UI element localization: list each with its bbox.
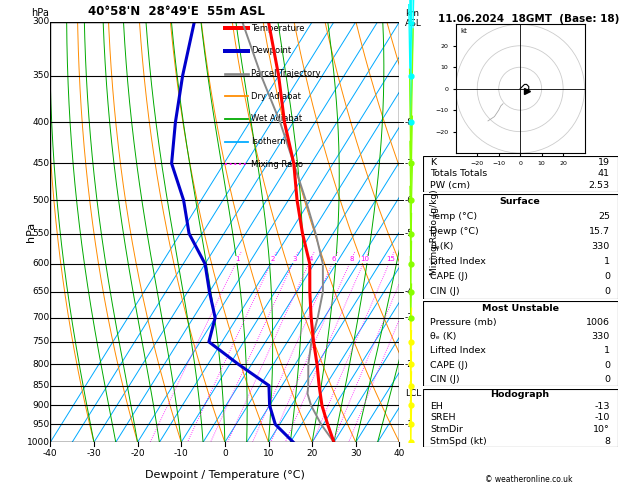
Text: hPa: hPa <box>31 8 49 17</box>
Text: 1: 1 <box>604 347 610 355</box>
Text: 950: 950 <box>32 420 50 429</box>
Text: 8: 8 <box>349 256 353 262</box>
Text: 400: 400 <box>33 118 50 127</box>
Text: kt: kt <box>460 28 467 34</box>
Text: 11.06.2024  18GMT  (Base: 18): 11.06.2024 18GMT (Base: 18) <box>438 14 619 24</box>
Text: -5: -5 <box>404 229 414 238</box>
Text: 41: 41 <box>598 170 610 178</box>
Text: 10: 10 <box>263 449 274 457</box>
Text: -3: -3 <box>404 313 414 322</box>
Text: km: km <box>404 9 419 17</box>
Text: PW (cm): PW (cm) <box>430 181 470 191</box>
Text: 0: 0 <box>604 361 610 370</box>
Text: 1000: 1000 <box>26 438 50 447</box>
Text: Hodograph: Hodograph <box>491 390 550 399</box>
Text: Most Unstable: Most Unstable <box>482 304 559 313</box>
Text: -7: -7 <box>404 159 414 168</box>
Text: SREH: SREH <box>430 414 456 422</box>
Text: Dewpoint / Temperature (°C): Dewpoint / Temperature (°C) <box>145 469 305 480</box>
Text: -6: -6 <box>404 196 414 205</box>
Text: 0: 0 <box>604 375 610 384</box>
Text: CAPE (J): CAPE (J) <box>430 361 469 370</box>
Text: 20: 20 <box>306 449 318 457</box>
Text: Dry Adiabat: Dry Adiabat <box>251 92 301 101</box>
Text: 8: 8 <box>604 437 610 446</box>
Text: 330: 330 <box>592 332 610 341</box>
Text: K: K <box>430 157 437 167</box>
Text: 1: 1 <box>604 257 610 266</box>
Text: Pressure (mb): Pressure (mb) <box>430 318 497 327</box>
Text: 6: 6 <box>332 256 337 262</box>
Text: 10°: 10° <box>593 425 610 434</box>
Text: LCL: LCL <box>404 389 421 398</box>
Text: -4: -4 <box>404 287 413 296</box>
Text: -40: -40 <box>43 449 58 457</box>
Text: Lifted Index: Lifted Index <box>430 347 486 355</box>
Text: -13: -13 <box>594 402 610 411</box>
Text: Totals Totals: Totals Totals <box>430 170 487 178</box>
Text: 15: 15 <box>386 256 395 262</box>
Text: -10: -10 <box>594 414 610 422</box>
Text: EH: EH <box>430 402 443 411</box>
Text: CIN (J): CIN (J) <box>430 375 460 384</box>
Text: 550: 550 <box>32 229 50 238</box>
Text: 0: 0 <box>222 449 228 457</box>
Text: 40: 40 <box>394 449 405 457</box>
Text: StmSpd (kt): StmSpd (kt) <box>430 437 487 446</box>
Text: 650: 650 <box>32 287 50 296</box>
Text: 0: 0 <box>604 272 610 281</box>
Text: Isotherm: Isotherm <box>251 137 289 146</box>
Text: ASL: ASL <box>404 19 421 28</box>
Text: -1: -1 <box>404 420 414 429</box>
Text: 600: 600 <box>32 260 50 268</box>
Text: Temperature: Temperature <box>251 24 304 33</box>
Text: 300: 300 <box>32 17 50 26</box>
Text: 330: 330 <box>592 242 610 251</box>
Text: Lifted Index: Lifted Index <box>430 257 486 266</box>
Text: © weatheronline.co.uk: © weatheronline.co.uk <box>484 474 572 484</box>
Text: CIN (J): CIN (J) <box>430 287 460 296</box>
Text: 4: 4 <box>309 256 313 262</box>
Text: Dewpoint: Dewpoint <box>251 46 291 55</box>
Text: -20: -20 <box>130 449 145 457</box>
Text: StmDir: StmDir <box>430 425 464 434</box>
Text: Surface: Surface <box>500 197 540 207</box>
Text: -2: -2 <box>404 360 413 369</box>
Text: θₑ(K): θₑ(K) <box>430 242 454 251</box>
Text: 350: 350 <box>32 71 50 80</box>
Text: 800: 800 <box>32 360 50 369</box>
Text: Mixing Ratio: Mixing Ratio <box>251 160 303 169</box>
Text: Mixing Ratio (g/kg): Mixing Ratio (g/kg) <box>430 189 439 275</box>
Text: 1006: 1006 <box>586 318 610 327</box>
Text: 450: 450 <box>33 159 50 168</box>
Text: CAPE (J): CAPE (J) <box>430 272 469 281</box>
Text: Parcel Trajectory: Parcel Trajectory <box>251 69 321 78</box>
Text: 0: 0 <box>604 287 610 296</box>
Text: Wet Adiabat: Wet Adiabat <box>251 115 302 123</box>
Text: Temp (°C): Temp (°C) <box>430 212 477 221</box>
Text: -8: -8 <box>404 118 414 127</box>
Text: -30: -30 <box>87 449 101 457</box>
Text: 15.7: 15.7 <box>589 227 610 236</box>
Text: 500: 500 <box>32 196 50 205</box>
Text: 19: 19 <box>598 157 610 167</box>
Text: 40°58'N  28°49'E  55m ASL: 40°58'N 28°49'E 55m ASL <box>87 5 264 17</box>
Text: 900: 900 <box>32 401 50 410</box>
Text: Dewp (°C): Dewp (°C) <box>430 227 479 236</box>
Text: θₑ (K): θₑ (K) <box>430 332 457 341</box>
Text: 3: 3 <box>292 256 297 262</box>
Text: -10: -10 <box>174 449 189 457</box>
Text: 2.53: 2.53 <box>589 181 610 191</box>
Text: 850: 850 <box>32 381 50 390</box>
Text: 25: 25 <box>598 212 610 221</box>
Text: 750: 750 <box>32 337 50 347</box>
Text: 10: 10 <box>360 256 370 262</box>
Text: 30: 30 <box>350 449 362 457</box>
Text: 2: 2 <box>270 256 275 262</box>
Text: 700: 700 <box>32 313 50 322</box>
Text: 1: 1 <box>235 256 240 262</box>
Text: hPa: hPa <box>26 222 36 242</box>
